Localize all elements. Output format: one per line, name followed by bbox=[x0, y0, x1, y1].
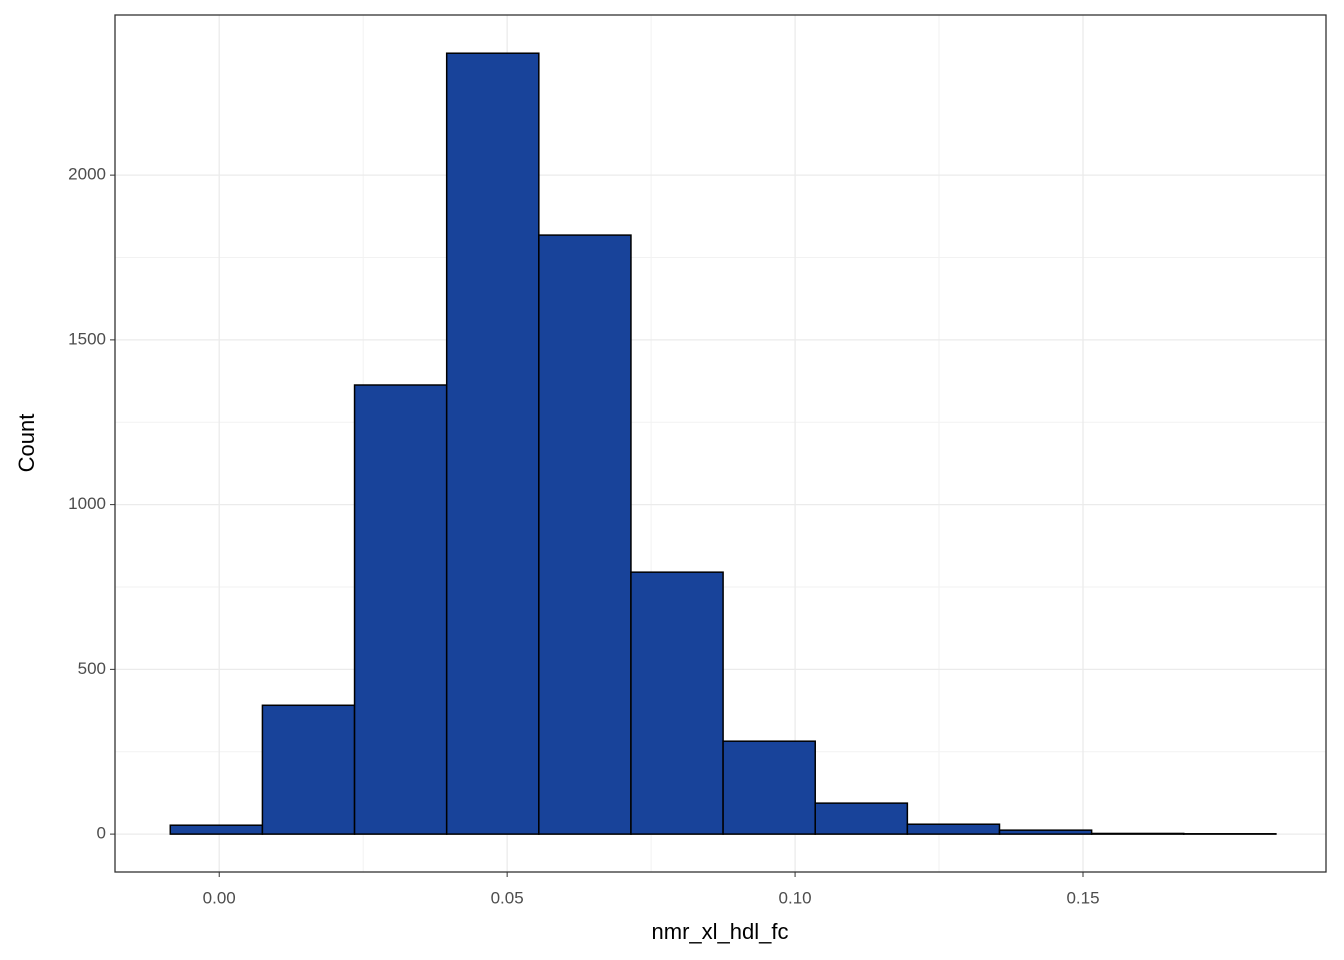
x-axis-title: nmr_xl_hdl_fc bbox=[652, 919, 789, 944]
y-tick-label: 500 bbox=[78, 659, 106, 678]
y-tick-label: 0 bbox=[97, 824, 106, 843]
bar bbox=[353, 384, 448, 835]
bar bbox=[169, 824, 264, 835]
x-tick-label: 0.00 bbox=[203, 888, 236, 907]
y-tick-label: 1500 bbox=[68, 329, 106, 348]
y-tick-label: 1000 bbox=[68, 494, 106, 513]
x-tick-label: 0.05 bbox=[491, 888, 524, 907]
y-tick-label: 2000 bbox=[68, 165, 106, 184]
bar bbox=[261, 704, 356, 835]
bar bbox=[538, 234, 632, 835]
bar bbox=[998, 829, 1093, 835]
y-axis-title: Count bbox=[14, 414, 39, 473]
bar bbox=[722, 740, 816, 835]
bar bbox=[906, 823, 1001, 835]
x-tick-label: 0.10 bbox=[779, 888, 812, 907]
bar bbox=[814, 802, 909, 835]
panel-border bbox=[114, 14, 1327, 873]
bar bbox=[630, 571, 724, 835]
bar bbox=[1090, 832, 1185, 835]
x-tick-label: 0.15 bbox=[1066, 888, 1099, 907]
bar bbox=[445, 52, 540, 835]
